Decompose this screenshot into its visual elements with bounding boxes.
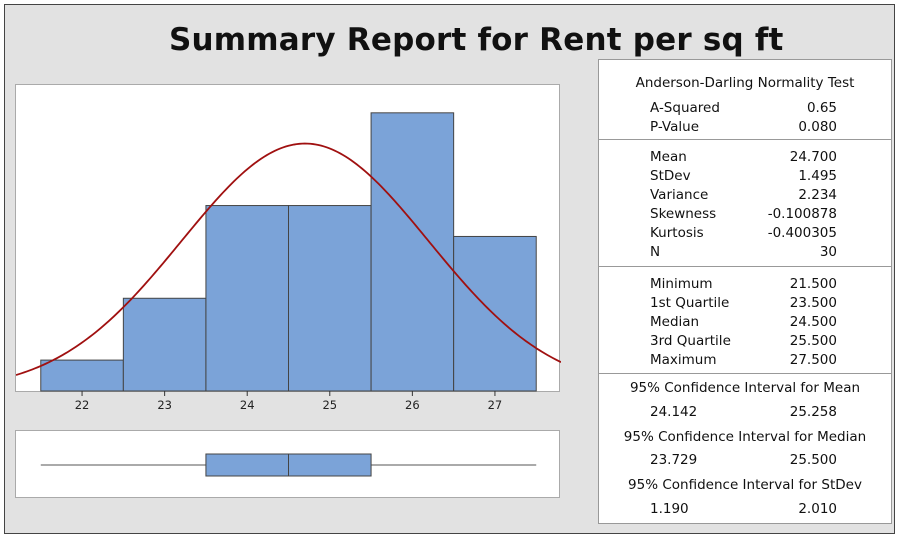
stat-value: 0.080: [798, 119, 837, 135]
stat-row-variance: Variance 2.234: [599, 187, 891, 206]
stat-label: P-Value: [650, 119, 699, 135]
ci-low: 24.142: [650, 404, 698, 420]
ci-mean-title: 95% Confidence Interval for Mean: [629, 380, 861, 396]
stat-label: A-Squared: [650, 100, 720, 116]
stat-value: 24.700: [789, 149, 837, 165]
stat-value: -0.100878: [767, 206, 837, 222]
ci-stdev-values: 1.190 2.010: [599, 501, 891, 520]
stat-value: 1.495: [798, 168, 837, 184]
stat-label: Variance: [650, 187, 709, 203]
stat-row-stdev: StDev 1.495: [599, 168, 891, 187]
ci-median-title: 95% Confidence Interval for Median: [623, 429, 867, 445]
ci-stdev-title: 95% Confidence Interval for StDev: [628, 477, 862, 493]
ci-high: 25.500: [789, 452, 837, 468]
stat-value: 30: [819, 244, 837, 260]
x-tick-label: 24: [240, 398, 255, 412]
stat-row-mean: Mean 24.700: [599, 149, 891, 168]
boxplot-panel: [15, 430, 560, 498]
normality-title: Anderson-Darling Normality Test: [635, 75, 855, 91]
stat-label: Median: [650, 314, 700, 330]
stat-label: Kurtosis: [650, 225, 704, 241]
boxplot-chart: [40, 453, 537, 477]
stat-row-median: Median 24.500: [599, 314, 891, 333]
stat-label: Mean: [650, 149, 687, 165]
stat-row-maximum: Maximum 27.500: [599, 352, 891, 371]
report-frame: Summary Report for Rent per sq ft 22 23 24…: [4, 4, 895, 534]
section-divider: [599, 139, 891, 140]
stat-label: StDev: [650, 168, 691, 184]
x-tick-label: 23: [157, 398, 172, 412]
histogram-bar: [122, 297, 207, 392]
histogram-bar: [205, 205, 289, 392]
stat-label: N: [650, 244, 661, 260]
statistics-panel: Anderson-Darling Normality Test A-Square…: [598, 59, 892, 524]
stat-value: -0.400305: [767, 225, 837, 241]
stat-label: 1st Quartile: [650, 295, 730, 311]
stat-value: 23.500: [789, 295, 837, 311]
stat-row-skewness: Skewness -0.100878: [599, 206, 891, 225]
histogram-bar: [40, 359, 124, 392]
stat-row-n: N 30: [599, 244, 891, 263]
stat-label: 3rd Quartile: [650, 333, 731, 349]
stat-label: Minimum: [650, 276, 713, 292]
ci-median-values: 23.729 25.500: [599, 452, 891, 471]
stat-label: Maximum: [650, 352, 717, 368]
section-divider: [599, 373, 891, 374]
histogram-chart: 22 23 24 25 26 27: [16, 112, 561, 412]
stat-value: 0.65: [806, 100, 837, 116]
x-tick-label: 22: [75, 398, 90, 412]
section-divider: [599, 266, 891, 267]
ci-high: 25.258: [789, 404, 837, 420]
histogram-bar: [453, 235, 537, 392]
histogram-bar: [370, 112, 455, 392]
ci-mean-values: 24.142 25.258: [599, 404, 891, 423]
ci-low: 23.729: [650, 452, 698, 468]
ci-low: 1.190: [650, 501, 689, 517]
ci-high: 2.010: [798, 501, 837, 517]
stat-row-p-value: P-Value 0.080: [599, 119, 891, 138]
stat-value: 24.500: [789, 314, 837, 330]
stat-value: 25.500: [789, 333, 837, 349]
stat-row-kurtosis: Kurtosis -0.400305: [599, 225, 891, 244]
stat-value: 2.234: [798, 187, 837, 203]
x-tick-label: 25: [322, 398, 337, 412]
histogram-bar: [288, 205, 372, 392]
x-tick-label: 27: [488, 398, 503, 412]
stat-label: Skewness: [650, 206, 717, 222]
stat-row-q3: 3rd Quartile 25.500: [599, 333, 891, 352]
stat-value: 27.500: [789, 352, 837, 368]
stat-row-a-squared: A-Squared 0.65: [599, 100, 891, 119]
histogram-panel: 22 23 24 25 26 27: [15, 84, 561, 412]
stat-value: 21.500: [789, 276, 837, 292]
report-title: Summary Report for Rent per sq ft: [169, 22, 784, 58]
stat-row-q1: 1st Quartile 23.500: [599, 295, 891, 314]
stat-row-minimum: Minimum 21.500: [599, 276, 891, 295]
normal-fit-curve: [16, 142, 561, 376]
x-tick-label: 26: [405, 398, 420, 412]
